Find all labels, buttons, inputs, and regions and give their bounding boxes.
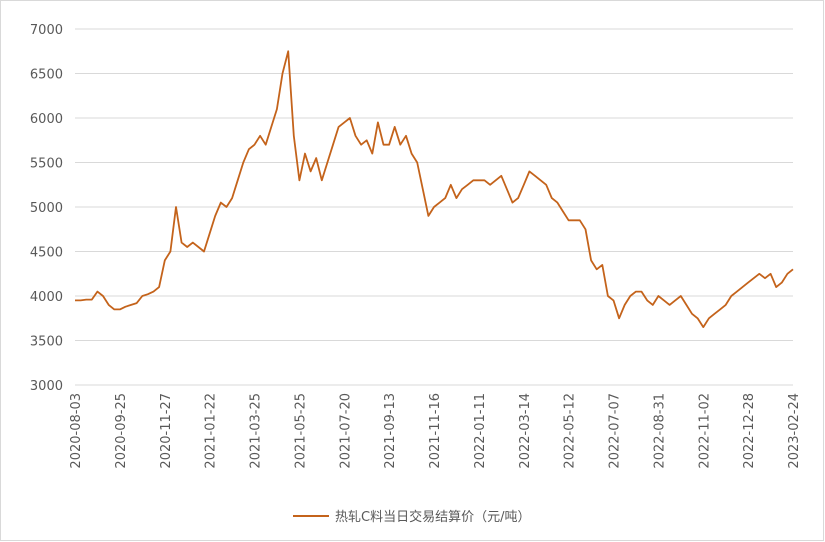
x-tick-label: 2022-11-02 [697, 393, 712, 469]
y-tick-label: 5000 [30, 201, 63, 216]
y-tick-label: 7000 [30, 23, 63, 38]
x-tick-label: 2022-08-31 [652, 393, 667, 469]
x-tick-label: 2021-01-22 [204, 393, 219, 469]
x-tick-label: 2022-01-11 [473, 393, 488, 469]
x-tick-label: 2022-03-14 [518, 393, 533, 469]
y-tick-label: 4000 [30, 290, 63, 305]
y-tick-label: 3000 [30, 379, 63, 394]
x-tick-label: 2022-12-28 [742, 393, 757, 469]
line-series [75, 50, 794, 328]
x-tick-label: 2021-07-20 [338, 393, 353, 469]
x-tick-label: 2021-05-25 [293, 393, 308, 469]
y-tick-label: 6000 [30, 112, 63, 127]
x-tick-label: 2021-03-25 [249, 393, 264, 469]
x-tick-label: 2020-08-03 [69, 393, 84, 469]
legend-label: 热轧C料当日交易结算价（元/吨） [335, 509, 530, 525]
y-tick-label: 5500 [30, 157, 63, 172]
x-tick-label: 2021-11-16 [428, 393, 443, 469]
y-tick-label: 4500 [30, 246, 63, 261]
x-tick-label: 2023-02-24 [787, 393, 802, 469]
y-tick-label: 3500 [30, 335, 63, 350]
x-tick-label: 2020-11-27 [159, 393, 174, 469]
y-tick-label: 6500 [30, 68, 63, 83]
x-tick-label: 2022-05-12 [563, 393, 578, 469]
x-tick-label: 2022-07-07 [608, 393, 623, 469]
x-tick-label: 2020-09-25 [114, 393, 129, 469]
x-tick-label: 2021-09-13 [383, 393, 398, 469]
